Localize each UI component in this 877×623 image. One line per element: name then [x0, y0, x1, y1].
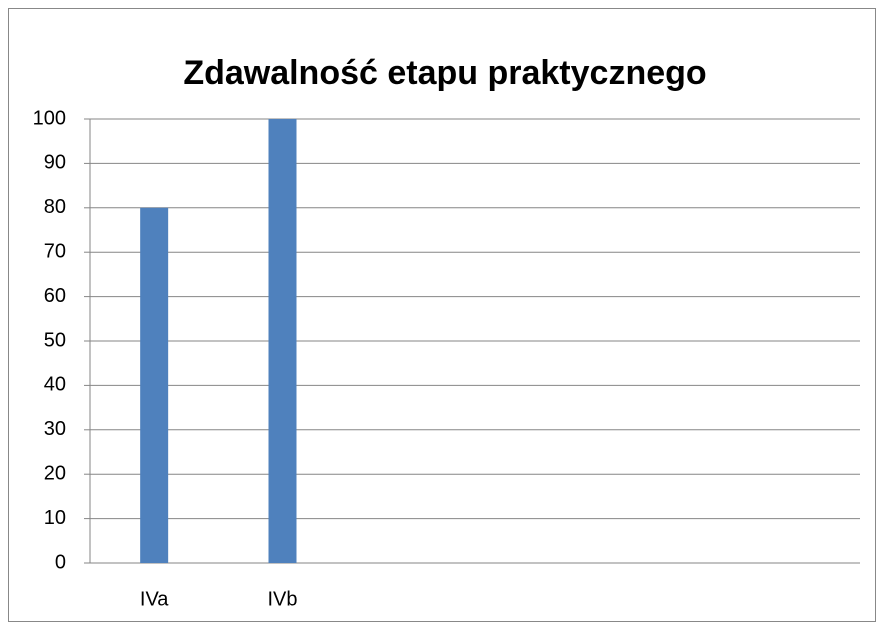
y-tick-label: 10: [44, 507, 66, 529]
y-tick-label: 70: [44, 240, 66, 262]
y-tick-label: 20: [44, 462, 66, 484]
x-tick-label: IVb: [267, 588, 297, 610]
y-tick-label: 100: [33, 107, 66, 129]
y-tick-label: 0: [55, 551, 66, 573]
y-tick-label: 90: [44, 152, 66, 174]
y-tick-label: 50: [44, 329, 66, 351]
x-tick-label: IVa: [140, 588, 169, 610]
bar: [140, 207, 169, 564]
y-tick-label: 30: [44, 418, 66, 440]
chart-title: Zdawalność etapu praktycznego: [183, 54, 706, 92]
y-tick-label: 60: [44, 285, 66, 307]
chart-border: [8, 8, 876, 622]
y-tick-label: 40: [44, 374, 66, 396]
bar: [268, 119, 297, 563]
y-tick-label: 80: [44, 196, 66, 218]
